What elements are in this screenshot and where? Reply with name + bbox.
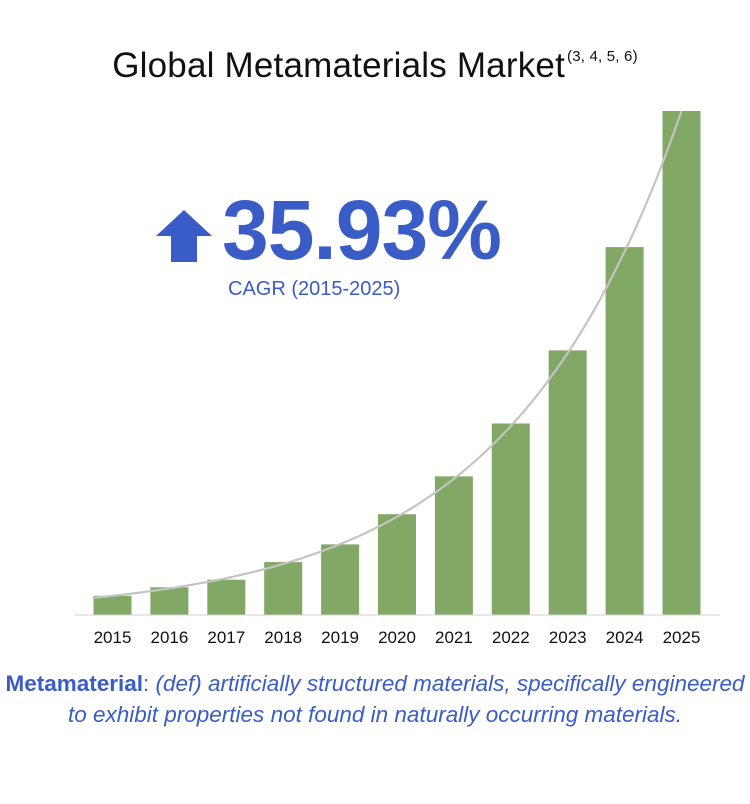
up-arrow-icon — [156, 210, 212, 262]
bar-2022 — [491, 423, 530, 615]
x-tick-label: 2023 — [549, 628, 587, 647]
bar-2020 — [378, 514, 416, 615]
definition-colon: : — [143, 671, 150, 696]
x-tick-label: 2024 — [606, 628, 644, 647]
x-tick-label: 2018 — [264, 628, 302, 647]
definition-term: Metamaterial — [5, 671, 144, 696]
x-tick-label: 2020 — [378, 628, 416, 647]
bar-2025 — [662, 111, 701, 615]
bar-2019 — [321, 544, 360, 615]
bar-2017 — [207, 579, 246, 615]
title-citation: (3, 4, 5, 6) — [567, 48, 638, 65]
bars-group — [93, 111, 701, 615]
x-tick-label: 2016 — [150, 628, 188, 647]
bar-2021 — [434, 476, 473, 615]
cagr-callout: 35.93% CAGR (2015-2025) — [150, 188, 530, 308]
bar-2024 — [605, 247, 644, 615]
x-tick-label: 2025 — [663, 628, 701, 647]
x-tick-label: 2019 — [321, 628, 359, 647]
x-tick-label: 2022 — [492, 628, 530, 647]
definition-text: Metamaterial: (def) artificially structu… — [0, 668, 750, 730]
bar-2023 — [548, 350, 587, 615]
chart-title-text: Global Metamaterials Market — [112, 46, 565, 85]
bar-2016 — [150, 587, 189, 615]
x-tick-labels: 2015 2016 2017 2018 2019 2020 2021 2022 2023 2024… — [94, 628, 701, 647]
x-tick-label: 2017 — [207, 628, 245, 647]
cagr-label: CAGR (2015-2025) — [228, 278, 401, 300]
chart-title: Global Metamaterials Market (3, 4, 5, 6) — [0, 46, 750, 86]
x-tick-label: 2021 — [435, 628, 473, 647]
definition-body: (def) artificially structured materials,… — [67, 671, 745, 727]
cagr-value: 35.93% — [222, 183, 502, 277]
x-tick-label: 2015 — [94, 628, 132, 647]
bar-chart: 2015 2016 2017 2018 2019 2020 2021 2022 2023 2024… — [75, 110, 720, 647]
bar-2015 — [93, 595, 132, 615]
trend-curve — [92, 110, 683, 599]
bar-2018 — [264, 562, 303, 615]
